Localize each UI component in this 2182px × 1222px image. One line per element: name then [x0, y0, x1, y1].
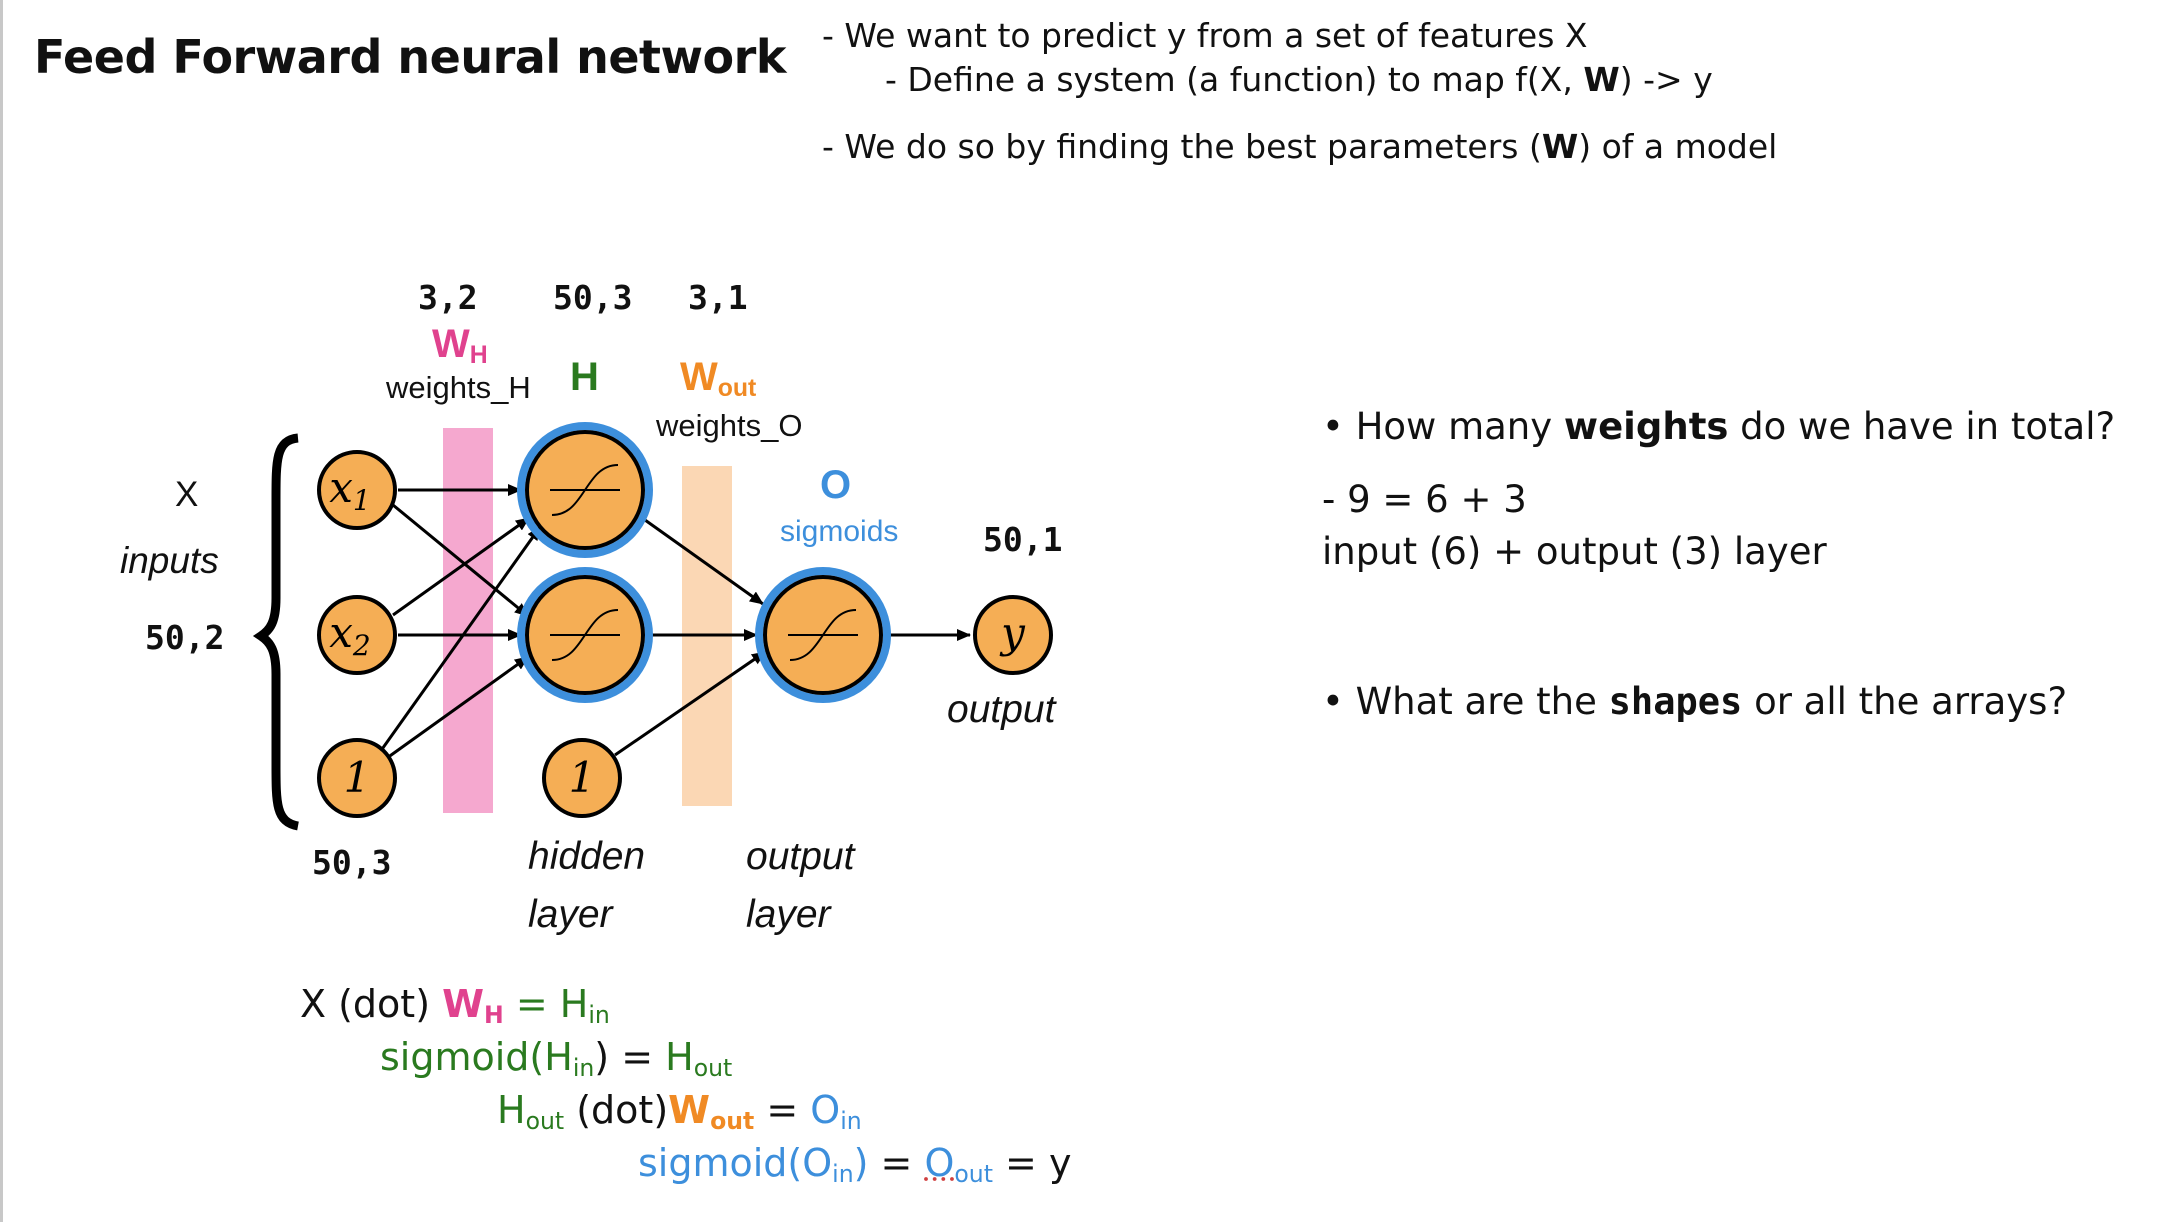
answer-weights-1: - 9 = 6 + 3 — [1322, 478, 1527, 521]
node-h2-ring — [517, 567, 653, 703]
node-x2 — [317, 595, 397, 675]
output-layer-label-1: output — [746, 835, 855, 878]
wh-caption: weights_H — [386, 370, 531, 405]
node-y — [973, 595, 1053, 675]
x-label: X — [175, 475, 199, 514]
shape-h: 50,3 — [553, 278, 633, 317]
wout-caption: weights_O — [656, 408, 803, 443]
shape-y: 50,1 — [983, 520, 1063, 559]
equation-3: Hout (dot)Wout = Oin — [497, 1088, 862, 1135]
equation-4: sigmoid(Oin) = Oout = y — [638, 1141, 1072, 1188]
node-bias-hidden — [542, 738, 622, 818]
slide-title: Feed Forward neural network — [34, 30, 786, 84]
node-x1 — [317, 450, 397, 530]
inputs-brace — [262, 440, 300, 709]
question-weights: • How many weights do we have in total? — [1322, 405, 2116, 448]
wh-label: WH — [432, 322, 488, 370]
hidden-layer-label-1: hidden — [528, 835, 646, 878]
inputs-label: inputs — [120, 540, 219, 581]
equation-2: sigmoid(Hin) = Hout — [380, 1035, 733, 1082]
edge-b2-o — [614, 650, 766, 757]
shape-wout: 3,1 — [688, 278, 748, 317]
output-layer-label-2: layer — [746, 893, 831, 936]
edge-x1-h2 — [392, 503, 529, 618]
intro-line-2: - Define a system (a function) to map f(… — [885, 60, 1713, 99]
question-shapes: • What are the shapes or all the arrays? — [1322, 680, 2068, 723]
output-label: output — [947, 688, 1056, 731]
sigmoids-label: sigmoids — [780, 515, 899, 548]
edge-b-h2 — [386, 655, 529, 760]
edge-x2-h1 — [392, 516, 530, 617]
node-bias-input — [317, 738, 397, 818]
intro-line-1: - We want to predict y from a set of fea… — [822, 16, 1588, 55]
node-h1-ring — [517, 422, 653, 558]
edge-h1-o — [644, 518, 764, 606]
weights-h-band — [443, 428, 493, 813]
node-bias-input-label: 1 — [344, 753, 371, 802]
connections — [378, 484, 971, 760]
shape-x: 50,2 — [145, 618, 225, 657]
h-label: H — [570, 355, 599, 399]
shape-wh: 3,2 — [418, 278, 478, 317]
o-label: O — [820, 463, 852, 507]
input-nodes — [317, 450, 397, 818]
node-o-ring — [755, 567, 891, 703]
node-x2-label: x2 — [329, 608, 371, 662]
hidden-layer-label-2: layer — [528, 893, 613, 936]
node-x1-label: x1 — [329, 463, 371, 517]
node-bias-hidden-label: 1 — [569, 753, 596, 802]
node-y-label: y — [999, 608, 1026, 657]
equation-1: X (dot) WH = Hin — [300, 982, 610, 1029]
answer-weights-2: input (6) + output (3) layer — [1322, 530, 1827, 573]
shape-x-bias: 50,3 — [312, 843, 392, 882]
slide-left-border — [0, 0, 3, 1222]
wout-label: Wout — [680, 355, 757, 403]
sigmoid-icons — [550, 464, 858, 661]
intro-line-3: - We do so by finding the best parameter… — [822, 127, 1778, 166]
edge-b-h1 — [378, 526, 542, 753]
